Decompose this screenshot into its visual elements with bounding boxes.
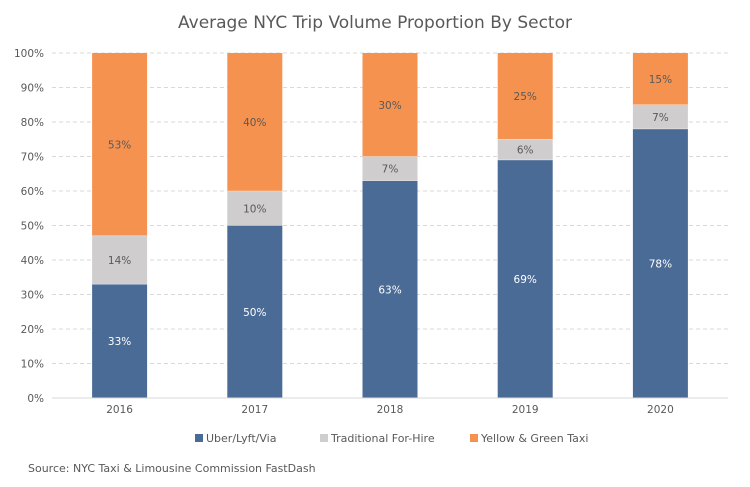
x-tick-label: 2020 bbox=[647, 404, 674, 416]
x-axis-ticks: 2016 2017 2018 2019 2020 bbox=[106, 404, 674, 416]
x-tick-label: 2016 bbox=[106, 404, 133, 416]
y-tick-label: 50% bbox=[21, 221, 44, 233]
bar-segment bbox=[497, 159, 553, 398]
chart-title: Average NYC Trip Volume Proportion By Se… bbox=[178, 13, 572, 33]
y-tick-label: 20% bbox=[21, 324, 44, 336]
legend-label: Traditional For-Hire bbox=[330, 432, 435, 445]
data-label: 25% bbox=[514, 91, 537, 103]
data-label: 40% bbox=[243, 117, 266, 129]
data-label: 10% bbox=[243, 203, 266, 215]
bar-segment bbox=[362, 156, 418, 181]
y-tick-label: 70% bbox=[21, 152, 44, 164]
y-tick-label: 100% bbox=[14, 48, 44, 60]
data-label: 7% bbox=[382, 164, 399, 176]
data-label: 14% bbox=[108, 255, 131, 267]
bar-segment bbox=[632, 104, 688, 129]
bar-segment bbox=[362, 180, 418, 398]
y-tick-label: 0% bbox=[27, 393, 44, 405]
x-tick-label: 2019 bbox=[512, 404, 539, 416]
bar-segment bbox=[227, 191, 283, 226]
data-label: 53% bbox=[108, 139, 131, 151]
bar-segment bbox=[497, 53, 553, 140]
bars: 33% 14% 53% 50% 10% 40% 63% 7% 30% 69% 6% 25% 78% 7% 1… bbox=[92, 53, 688, 398]
legend-swatch bbox=[195, 434, 203, 442]
x-tick-label: 2018 bbox=[377, 404, 404, 416]
legend: Uber/Lyft/Via Traditional For-Hire Yellow … bbox=[195, 432, 588, 445]
bar-segment bbox=[497, 139, 553, 160]
bar-segment bbox=[92, 284, 148, 398]
data-label: 69% bbox=[514, 274, 537, 286]
bar-segment bbox=[632, 53, 688, 105]
y-tick-label: 60% bbox=[21, 186, 44, 198]
y-tick-label: 30% bbox=[21, 290, 44, 302]
y-tick-label: 90% bbox=[21, 83, 44, 95]
source-note: Source: NYC Taxi & Limousine Commission … bbox=[28, 462, 316, 475]
data-label: 78% bbox=[649, 258, 672, 270]
bar-segment bbox=[92, 53, 148, 236]
y-tick-label: 40% bbox=[21, 255, 44, 267]
y-tick-label: 10% bbox=[21, 359, 44, 371]
bar-segment bbox=[362, 53, 418, 157]
x-tick-label: 2017 bbox=[241, 404, 268, 416]
bar-segment bbox=[92, 235, 148, 285]
data-label: 7% bbox=[652, 112, 669, 124]
legend-swatch bbox=[320, 434, 328, 442]
bar-segment bbox=[227, 53, 283, 191]
legend-swatch bbox=[470, 434, 478, 442]
data-label: 15% bbox=[649, 74, 672, 86]
data-label: 63% bbox=[378, 284, 401, 296]
legend-label: Yellow & Green Taxi bbox=[480, 432, 588, 445]
data-label: 6% bbox=[517, 145, 534, 157]
data-label: 33% bbox=[108, 336, 131, 348]
bar-segment bbox=[632, 128, 688, 398]
data-label: 30% bbox=[378, 100, 401, 112]
data-label: 50% bbox=[243, 307, 266, 319]
legend-label: Uber/Lyft/Via bbox=[206, 432, 276, 445]
bar-segment bbox=[227, 225, 283, 398]
y-axis-ticks: 0% 10% 20% 30% 40% 50% 60% 70% 80% 90% 100% bbox=[14, 48, 44, 405]
y-tick-label: 80% bbox=[21, 117, 44, 129]
